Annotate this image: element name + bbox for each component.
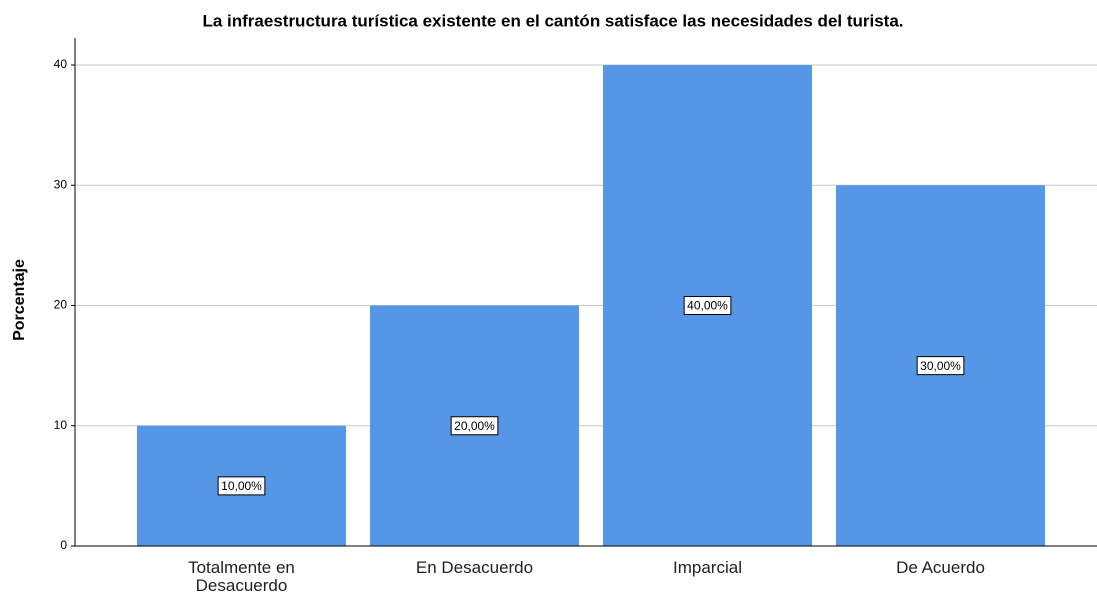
y-axis-label: Porcentaje [11, 259, 28, 341]
x-tick-label: Imparcial [673, 558, 742, 577]
value-label-box [217, 476, 266, 496]
y-tick-label: 0 [60, 538, 67, 552]
chart-title: La infraestructura turística existente e… [202, 11, 903, 30]
value-label-box [916, 356, 965, 376]
value-label-box [683, 296, 732, 315]
value-label: 30,00% [920, 359, 961, 373]
value-label: 40,00% [687, 299, 728, 313]
value-label-box [450, 416, 499, 436]
x-tick-label: De Acuerdo [896, 558, 985, 577]
y-tick-label: 20 [54, 298, 68, 312]
x-tick-label: En Desacuerdo [415, 558, 534, 577]
y-tick-label: 10 [54, 418, 68, 432]
x-tick-label: Totalmente en Desacuerdo [188, 558, 295, 595]
value-label: 10,00% [221, 479, 262, 493]
value-label: 20,00% [454, 419, 495, 433]
y-tick-label: 40 [54, 57, 68, 71]
y-tick-label: 30 [54, 177, 68, 191]
